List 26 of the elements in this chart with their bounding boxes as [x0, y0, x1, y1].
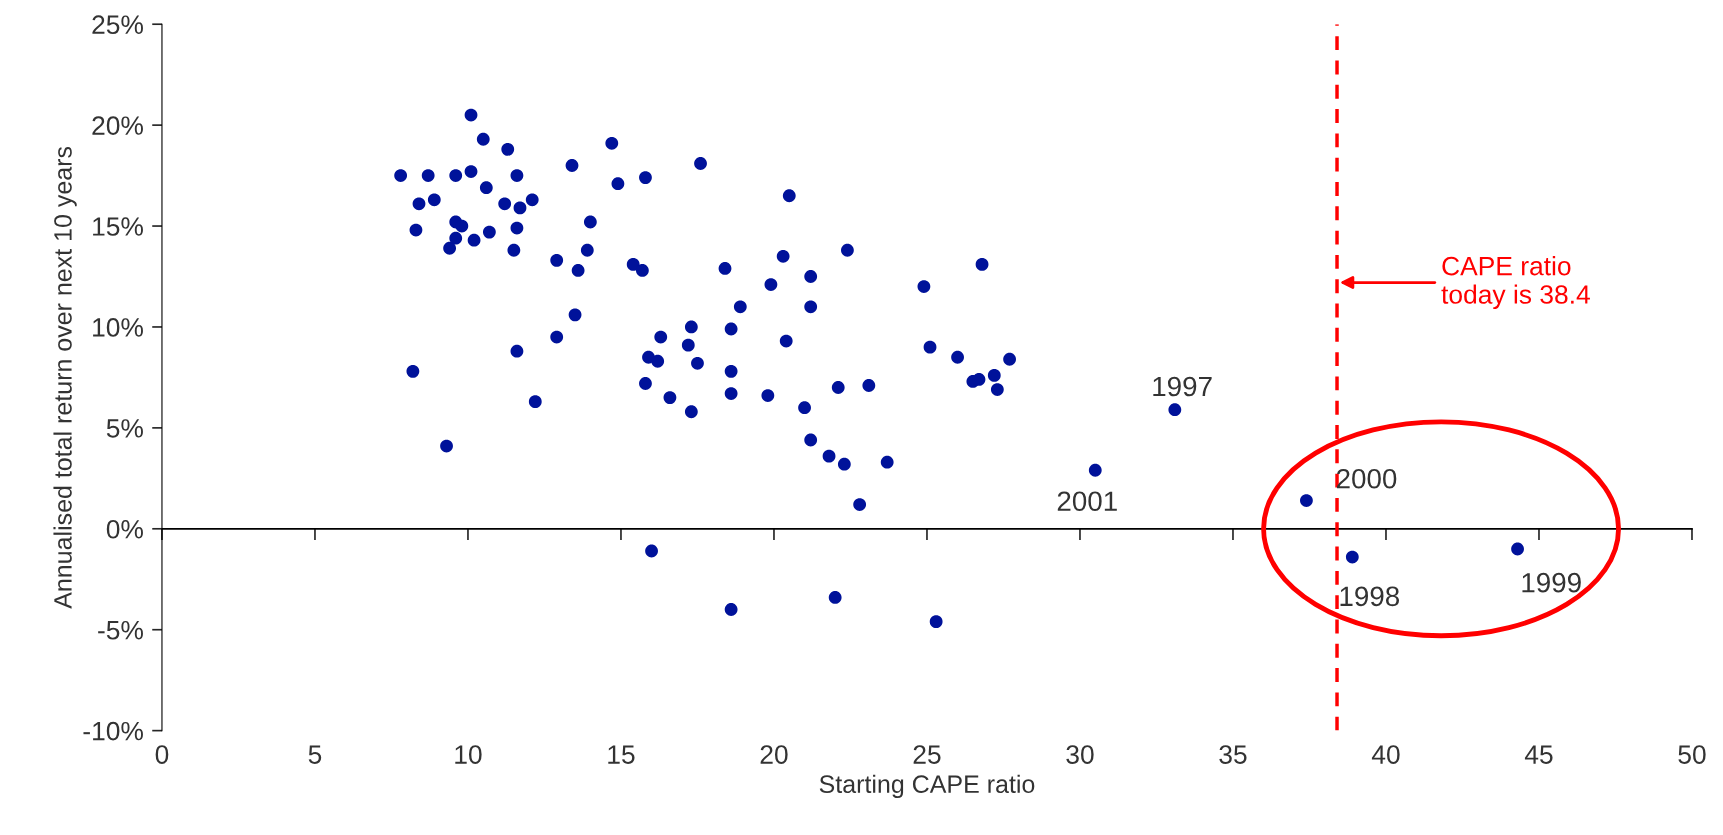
- y-tick-label: 15%: [93, 217, 143, 236]
- x-tick-label: 35: [1219, 745, 1247, 764]
- x-tick-label: 15: [608, 745, 635, 764]
- annotation: 2001: [1057, 491, 1117, 512]
- x-tick-label: 30: [1066, 745, 1094, 764]
- x-tick-label: 10: [455, 745, 482, 764]
- x-tick-label: 5: [308, 745, 322, 764]
- annotation: 1997: [1153, 376, 1212, 397]
- y-tick-label: 10%: [93, 318, 143, 337]
- x-tick-label: 50: [1678, 745, 1706, 764]
- x-tick-label: 40: [1371, 745, 1400, 764]
- x-tick-label: 45: [1524, 745, 1553, 764]
- y-tick-label: -10%: [83, 721, 143, 741]
- annotation: 1998: [1340, 586, 1400, 607]
- annotation: 1999: [1522, 572, 1581, 593]
- x-tick-label: 20: [760, 745, 788, 764]
- y-tick-label: 5%: [106, 419, 143, 438]
- x-axis-title: Starting CAPE ratio: [819, 774, 1035, 798]
- y-tick-label: 0%: [106, 519, 143, 539]
- x-tick-label: 25: [913, 745, 941, 764]
- ref-line-label: CAPE ratio today is 38.4: [1441, 256, 1590, 310]
- y-tick-label: -5%: [98, 620, 143, 640]
- y-tick-label: 20%: [92, 116, 143, 135]
- y-axis-title: Annualised total return over next 10 years: [53, 146, 77, 609]
- x-tick-label: 0: [155, 745, 169, 764]
- y-tick-label: 25%: [92, 15, 143, 35]
